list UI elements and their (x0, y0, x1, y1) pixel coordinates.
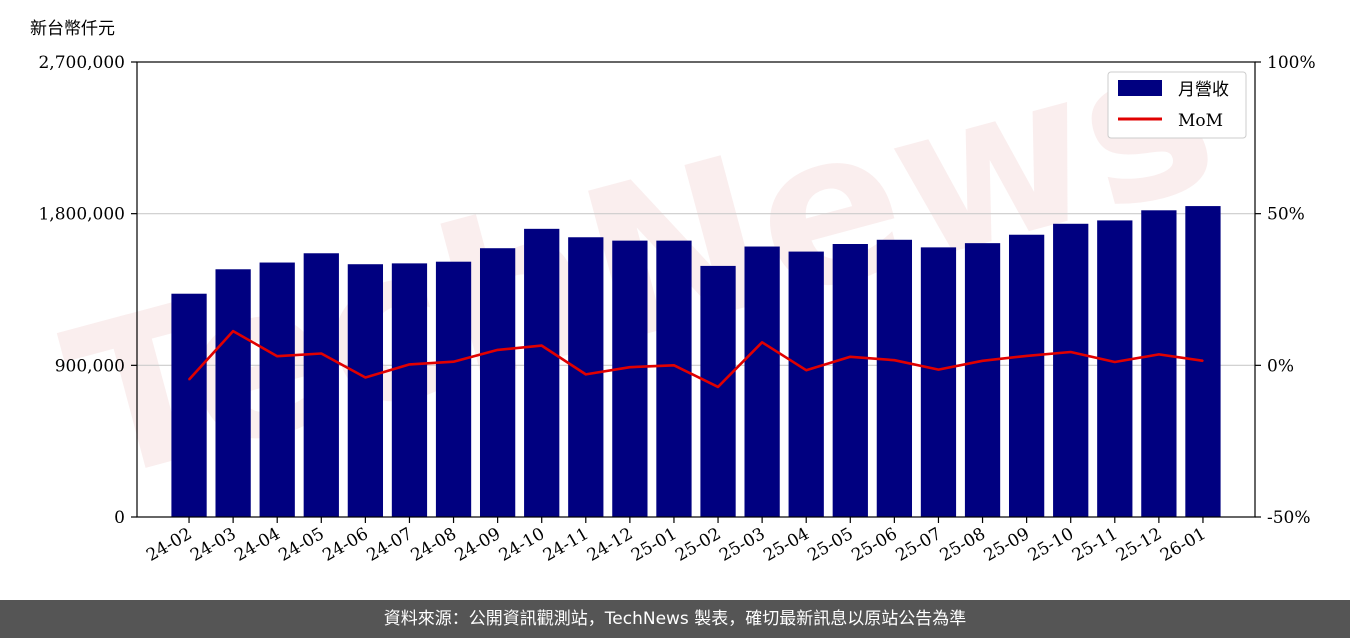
left-axis: 0 900,000 1,800,000 2,700,000 (38, 53, 137, 528)
legend-label-mom: MoM (1178, 111, 1223, 131)
bar-24-08 (435, 261, 472, 517)
mom-point-24-05 (320, 352, 323, 355)
mom-point-25-09 (1025, 355, 1028, 357)
mom-point-25-04 (805, 369, 808, 371)
left-tick-label: 900,000 (55, 356, 125, 376)
x-tick-label-25-09: 25-09 (981, 524, 1033, 566)
left-tick-label: 1,800,000 (38, 205, 125, 225)
bar-25-06 (876, 239, 913, 517)
left-tick-label: 2,700,000 (38, 53, 125, 73)
x-tick-label-24-10: 24-10 (496, 524, 548, 566)
mom-point-24-04 (276, 355, 279, 358)
right-tick-label: 100% (1267, 53, 1316, 73)
mom-point-25-06 (893, 359, 896, 361)
bar-25-09 (1008, 234, 1045, 517)
left-tick-label: 0 (114, 508, 125, 528)
x-tick-label-24-08: 24-08 (408, 524, 460, 566)
plot-frame (136, 61, 1256, 518)
x-tick-label-24-05: 24-05 (275, 524, 327, 566)
bar-24-07 (391, 263, 428, 517)
bar-24-09 (479, 248, 516, 518)
mom-line (188, 329, 1204, 389)
right-tick-label: 0% (1267, 356, 1294, 376)
bar-24-10 (524, 228, 560, 518)
x-tick-label-26-01: 26-01 (1157, 524, 1209, 566)
x-tick-label-24-06: 24-06 (319, 524, 371, 566)
bar-25-08 (964, 243, 1001, 517)
bar-25-11 (1097, 220, 1133, 517)
x-tick-label-25-12: 25-12 (1113, 524, 1165, 566)
bar-24-06 (347, 264, 384, 517)
right-tick-label: 50% (1267, 205, 1305, 225)
mom-point-24-03 (232, 330, 234, 332)
bar-24-12 (612, 240, 648, 517)
bar-25-02 (700, 265, 736, 517)
x-tick-label-25-07: 25-07 (893, 524, 945, 566)
y-axis-unit-label: 新台幣仟元 (30, 19, 115, 39)
mom-point-24-12 (629, 366, 631, 368)
x-tick-label-24-02: 24-02 (143, 524, 195, 566)
bar-25-07 (920, 247, 957, 518)
right-axis: -50% 0% 50% 100% (1255, 53, 1316, 528)
x-tick-label-24-03: 24-03 (187, 524, 239, 566)
legend: 月營收 MoM (1107, 71, 1247, 139)
mom-point-24-10 (540, 344, 543, 347)
x-tick-label-25-04: 25-04 (760, 524, 812, 566)
bar-24-11 (568, 237, 604, 517)
x-tick-label-25-02: 25-02 (672, 524, 724, 566)
mom-point-25-12 (1158, 353, 1160, 356)
mom-point-25-03 (761, 341, 763, 344)
x-tick-label-24-12: 24-12 (584, 524, 636, 566)
mom-line-series (188, 329, 1204, 389)
x-tick-label-24-04: 24-04 (231, 524, 283, 566)
bar-25-10 (1053, 223, 1089, 517)
mom-point-24-02 (188, 378, 190, 381)
mom-point-24-09 (496, 349, 499, 351)
x-tick-label-25-06: 25-06 (848, 524, 900, 566)
mom-point-25-11 (1113, 361, 1116, 363)
legend-swatch-revenue (1118, 80, 1162, 96)
x-tick-label-25-11: 25-11 (1069, 524, 1121, 566)
x-tick-label-24-11: 24-11 (540, 524, 592, 566)
mom-point-24-06 (364, 376, 367, 379)
bar-25-01 (656, 240, 692, 517)
mom-point-25-05 (849, 356, 852, 358)
x-tick-label-25-01: 25-01 (628, 524, 680, 566)
x-axis: 24-0224-0324-0424-0524-0624-0724-0824-09… (143, 517, 1209, 566)
x-tick-label-25-05: 25-05 (804, 524, 856, 566)
legend-label-revenue: 月營收 (1178, 80, 1229, 100)
bar-24-05 (303, 253, 339, 517)
mom-point-25-01 (673, 364, 675, 367)
bar-25-05 (832, 244, 868, 517)
bar-24-04 (259, 262, 295, 517)
bar-25-04 (788, 251, 824, 518)
bar-24-03 (215, 269, 251, 517)
bar-series (171, 206, 1221, 518)
mom-point-25-10 (1069, 351, 1072, 353)
mom-point-24-07 (408, 363, 411, 366)
mom-point-25-02 (717, 386, 719, 388)
mom-point-24-08 (452, 360, 455, 363)
x-tick-label-25-08: 25-08 (937, 524, 989, 566)
mom-point-26-01 (1202, 359, 1204, 362)
mom-point-25-07 (937, 368, 940, 371)
right-tick-label: -50% (1267, 508, 1311, 528)
mom-point-25-08 (981, 359, 984, 362)
bar-24-02 (171, 293, 207, 517)
x-tick-label-24-09: 24-09 (452, 524, 504, 566)
source-footer: 資料來源：公開資訊觀測站，TechNews 製表，確切最新訊息以原站公告為準 (0, 600, 1350, 638)
mom-point-24-11 (584, 373, 587, 376)
x-tick-label-25-10: 25-10 (1025, 524, 1077, 566)
x-tick-label-24-07: 24-07 (364, 524, 416, 566)
x-tick-label-25-03: 25-03 (716, 524, 768, 566)
bar-25-12 (1141, 210, 1177, 517)
bar-25-03 (744, 246, 780, 517)
